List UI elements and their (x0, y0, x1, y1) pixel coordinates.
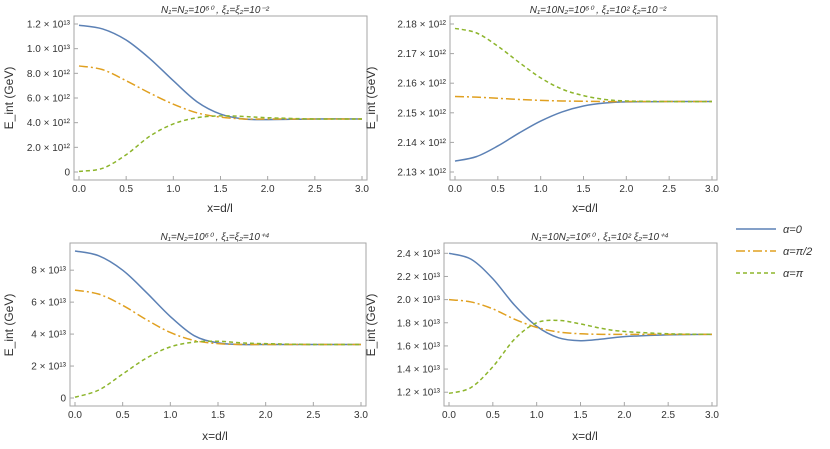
panel-2-xtick-label: 1.5 (577, 184, 591, 195)
panel-1-frame (73, 15, 368, 181)
panel-1-series-alpha-pi (78, 115, 363, 173)
panel-1-ytick-label: 4.0 × 10¹² (27, 118, 71, 129)
panel-1-ylabel: E_int (GeV) (2, 67, 16, 130)
panel-2-ylabel: E_int (GeV) (364, 67, 378, 130)
panel-1-ytick-label: 6.0 × 10¹² (27, 94, 71, 105)
panel-3-xtick-label: 3.0 (354, 410, 368, 421)
panel-2-xtick-label: 2.0 (619, 184, 633, 195)
panel-1-ytick-label: 1.2 × 10¹³ (27, 20, 71, 31)
panel-2-series-alpha-pi (454, 27, 713, 103)
legend-label-alpha-pi: α=π (783, 268, 804, 280)
panel-3-xtick-label: 0.0 (68, 410, 82, 421)
panel-1-xtick-label: 1.5 (214, 184, 228, 195)
panel-4-xtick-label: 1.5 (574, 410, 588, 421)
panel-3-ytick-label: 8 × 10¹³ (31, 266, 66, 277)
panel-4-ytick-label: 1.8 × 10¹³ (397, 318, 441, 329)
panel-4: N₁=10N₂=10⁶⁰ , ξ₁=10² ξ₂=10⁺⁴ 0.0 0.5 1.0 1… (364, 232, 719, 443)
panel-4-ytick-label: 1.6 × 10¹³ (397, 341, 441, 352)
panel-3-title: N₁=N₂=10⁶⁰ , ξ₁=ξ₂=10⁺⁴ (160, 232, 269, 243)
panel-1-ytick-label: 0 (64, 168, 70, 179)
panel-1-xtick-label: 0.5 (119, 184, 133, 195)
panel-1-xtick-label: 3.0 (355, 184, 369, 195)
panel-4-series-alpha-half-pi (448, 298, 712, 336)
panel-1-series-alpha-half-pi (78, 65, 362, 120)
panel-4-xtick-label: 1.0 (530, 410, 544, 421)
panel-2-series-alpha0 (454, 100, 713, 162)
panel-1-xtick-label: 1.0 (166, 184, 180, 195)
panel-3-frame (69, 242, 367, 407)
panel-3-xtick-label: 0.5 (116, 410, 130, 421)
panel-2: N₁=10N₂=10⁶⁰ , ξ₁=10² ξ₂=10⁻² 0.0 0.5 1.0 1… (364, 5, 719, 215)
panel-2-ytick-label: 2.16 × 10¹² (397, 79, 446, 90)
panel-3-ytick-label: 6 × 10¹³ (31, 298, 66, 309)
panel-2-ytick-label: 2.13 × 10¹² (397, 168, 446, 179)
panel-4-xtick-label: 3.0 (705, 410, 719, 421)
panel-3-xtick-label: 1.0 (163, 410, 177, 421)
panel-4-xtick-label: 2.0 (617, 410, 631, 421)
panel-3-xtick-label: 2.0 (259, 410, 273, 421)
panel-2-ytick-label: 2.18 × 10¹² (397, 20, 446, 31)
panel-3-xtick-label: 2.5 (306, 410, 320, 421)
panel-3: N₁=N₂=10⁶⁰ , ξ₁=ξ₂=10⁺⁴ 0.0 0.5 1.0 1.5 2.0 2… (2, 232, 368, 443)
legend: α=0 α=π/2 α=π (736, 224, 812, 280)
panel-4-ytick-label: 2.2 × 10¹³ (397, 272, 441, 283)
panel-1-xtick-label: 2.5 (308, 184, 322, 195)
panel-4-ytick-label: 2.4 × 10¹³ (397, 249, 441, 260)
panel-3-xlabel: x=d/l (202, 429, 228, 443)
panel-2-xtick-label: 3.0 (705, 184, 719, 195)
panel-1-series-alpha0 (78, 24, 363, 121)
panel-3-series-alpha-half-pi (74, 289, 361, 346)
panel-3-xtick-label: 1.5 (211, 410, 225, 421)
panel-4-frame (443, 242, 718, 407)
panel-1-ytick-label: 1.0 × 10¹³ (27, 44, 71, 55)
panel-2-series-alpha-half-pi (454, 95, 712, 103)
panel-1-xtick-label: 2.0 (261, 184, 275, 195)
panel-2-xtick-label: 0.0 (448, 184, 462, 195)
panel-2-xtick-label: 1.0 (534, 184, 548, 195)
panel-3-series-alpha-pi (74, 340, 362, 398)
panel-4-xtick-label: 2.5 (661, 410, 675, 421)
panel-1: N₁=N₂=10⁶⁰ , ξ₁=ξ₂=10⁻² 0.0 0.5 1.0 1.5 2.0 2… (2, 5, 369, 215)
panel-2-xtick-label: 0.5 (491, 184, 505, 195)
panel-2-xtick-label: 2.5 (662, 184, 676, 195)
legend-label-alpha-half-pi: α=π/2 (783, 246, 812, 258)
panel-1-xtick-label: 0.0 (72, 184, 86, 195)
panel-3-ylabel: E_int (GeV) (2, 294, 16, 357)
panel-4-xtick-label: 0.5 (486, 410, 500, 421)
panel-3-ytick-label: 0 (60, 394, 66, 405)
panel-1-xlabel: x=d/l (207, 201, 233, 215)
panel-4-series-alpha-pi (448, 319, 713, 395)
panel-4-ytick-label: 1.2 × 10¹³ (397, 388, 441, 399)
panel-4-series-alpha0 (448, 252, 713, 342)
panel-4-ytick-label: 2.0 × 10¹³ (397, 295, 441, 306)
panel-4-ytick-label: 1.4 × 10¹³ (397, 365, 441, 376)
panel-4-title: N₁=10N₂=10⁶⁰ , ξ₁=10² ξ₂=10⁺⁴ (531, 232, 668, 243)
panel-4-xlabel: x=d/l (572, 429, 598, 443)
panel-2-ytick-label: 2.14 × 10¹² (397, 138, 446, 149)
panel-1-ytick-label: 2.0 × 10¹² (27, 143, 71, 154)
panel-2-ytick-label: 2.15 × 10¹² (397, 108, 446, 119)
panel-1-title: N₁=N₂=10⁶⁰ , ξ₁=ξ₂=10⁻² (161, 5, 270, 16)
legend-label-alpha0: α=0 (783, 224, 803, 236)
panel-4-ylabel: E_int (GeV) (364, 294, 378, 357)
panel-3-ytick-label: 2 × 10¹³ (31, 362, 66, 373)
panel-3-ytick-label: 4 × 10¹³ (31, 330, 66, 341)
panel-1-ytick-label: 8.0 × 10¹² (27, 69, 71, 80)
panel-3-series-alpha0 (74, 250, 361, 346)
panel-2-ytick-label: 2.17 × 10¹² (397, 49, 446, 60)
panel-4-xtick-label: 0.0 (442, 410, 456, 421)
panel-2-title: N₁=10N₂=10⁶⁰ , ξ₁=10² ξ₂=10⁻² (530, 5, 667, 16)
panel-2-xlabel: x=d/l (572, 201, 598, 215)
